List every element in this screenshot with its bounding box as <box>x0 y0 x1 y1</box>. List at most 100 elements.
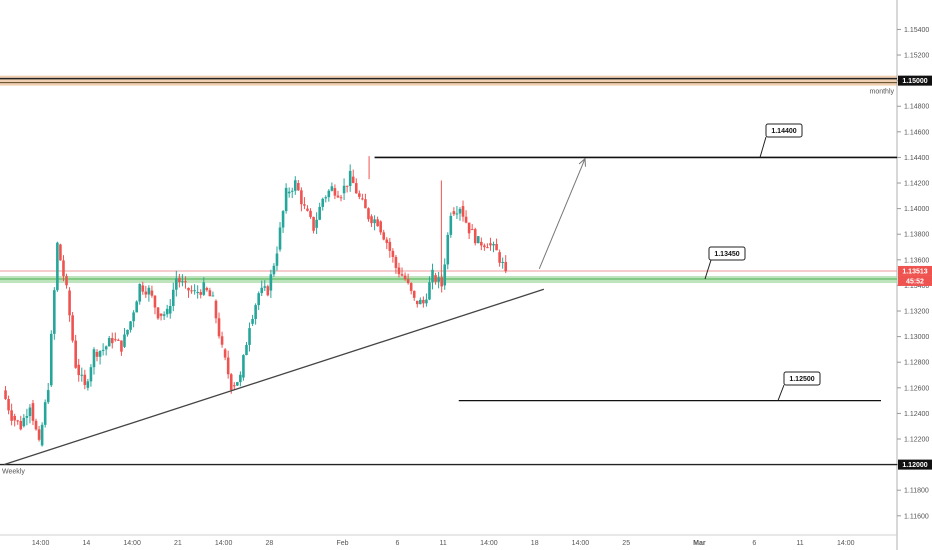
price-tick-label: 1.11600 <box>904 513 929 520</box>
candle-body <box>306 208 309 211</box>
candle <box>330 182 334 192</box>
candle <box>501 257 504 269</box>
candle <box>190 285 193 294</box>
candle-body <box>379 221 382 233</box>
candle-body <box>358 193 361 197</box>
lower-callout[interactable]: 1.12500 <box>777 371 821 401</box>
candle <box>446 232 450 270</box>
candle <box>34 418 38 431</box>
candle-body <box>71 315 74 341</box>
candle-body <box>254 305 257 320</box>
price-tick-label: 1.14400 <box>904 155 929 162</box>
time-tick-label: 14:00 <box>572 540 590 547</box>
candle <box>13 413 16 427</box>
candle-body <box>440 277 443 287</box>
candle <box>62 255 65 282</box>
time-tick-label: 14:00 <box>215 540 233 547</box>
candle-body <box>251 319 254 324</box>
candle-body <box>300 190 303 205</box>
candle-body <box>284 187 288 212</box>
candle-body <box>223 349 227 358</box>
callout-box <box>765 123 803 138</box>
price-tick-label: 1.12600 <box>904 385 929 392</box>
candle-body <box>437 277 440 282</box>
candle-body <box>321 198 325 207</box>
candle <box>65 273 68 289</box>
price-tick-label: 1.12400 <box>904 411 929 418</box>
time-tick-label: 11 <box>440 540 447 547</box>
candle-body <box>4 390 7 400</box>
candle-body <box>22 417 26 427</box>
candle-body <box>120 340 123 352</box>
candle-body <box>80 374 84 376</box>
price-tag-bg <box>898 265 932 276</box>
candle-body <box>269 274 273 291</box>
monthly-label: monthly <box>869 89 894 96</box>
candle-body <box>297 183 300 191</box>
candle-body <box>7 399 10 411</box>
candle <box>480 237 483 251</box>
callout-box <box>783 371 821 386</box>
price-tag-bg <box>898 75 932 86</box>
candle-body <box>449 215 453 235</box>
candle <box>220 331 224 348</box>
candle <box>239 371 242 387</box>
candle <box>178 273 181 288</box>
candle <box>211 291 215 297</box>
candle-body <box>13 415 16 421</box>
price-tag-label: 45:52 <box>906 278 924 285</box>
candle-body <box>431 269 434 283</box>
time-tick-label: 14:00 <box>32 540 50 547</box>
candle-body <box>400 274 404 276</box>
horizontal-levels: monthly Weekly <box>0 75 897 476</box>
candle <box>19 415 23 431</box>
candle-body <box>339 197 343 199</box>
callout-pointer <box>759 136 767 158</box>
candle-body <box>159 313 163 316</box>
candle <box>168 299 172 319</box>
candle <box>492 241 495 253</box>
candle-body <box>171 289 175 307</box>
candle <box>181 274 184 287</box>
candle-body <box>150 290 154 296</box>
candle <box>40 422 44 447</box>
candle <box>412 290 416 301</box>
current-price-tag: 1.13513 <box>898 265 932 276</box>
candle-body <box>406 279 410 284</box>
candle <box>31 399 35 426</box>
candle-body <box>28 407 32 417</box>
candle-body <box>315 219 318 228</box>
candle <box>409 282 413 295</box>
candle-body <box>260 287 264 294</box>
candle-body <box>168 306 172 314</box>
candle <box>263 280 267 291</box>
target-callout[interactable]: 1.14400 <box>759 123 803 158</box>
candle <box>428 276 431 301</box>
candle <box>257 291 260 310</box>
support-callout[interactable]: 1.13450 <box>704 246 746 280</box>
candle-body <box>83 374 87 385</box>
candle-body <box>187 287 190 291</box>
candle <box>458 207 462 221</box>
candle <box>452 207 456 217</box>
candle-body <box>68 290 71 316</box>
candle-body <box>190 290 193 292</box>
candle-body <box>275 253 279 266</box>
candle <box>354 178 358 194</box>
candle-body <box>193 290 196 292</box>
candle-body <box>373 219 376 224</box>
time-axis: 14:00 14 14:00 21 14:00 28 Feb 6 11 14:00 18 14:00 2… <box>0 534 897 547</box>
candle <box>126 329 129 337</box>
time-tick-label: 14 <box>82 540 90 547</box>
candle <box>275 246 279 271</box>
candle-body <box>37 429 41 440</box>
bar-countdown-tag: 45:52 <box>898 275 932 286</box>
candle <box>434 272 437 285</box>
candle-body <box>348 170 352 187</box>
candle <box>147 285 151 302</box>
candle-body <box>114 339 117 341</box>
callout-label: 1.14400 <box>771 128 796 135</box>
candle-body <box>330 186 334 191</box>
candle <box>318 202 321 221</box>
